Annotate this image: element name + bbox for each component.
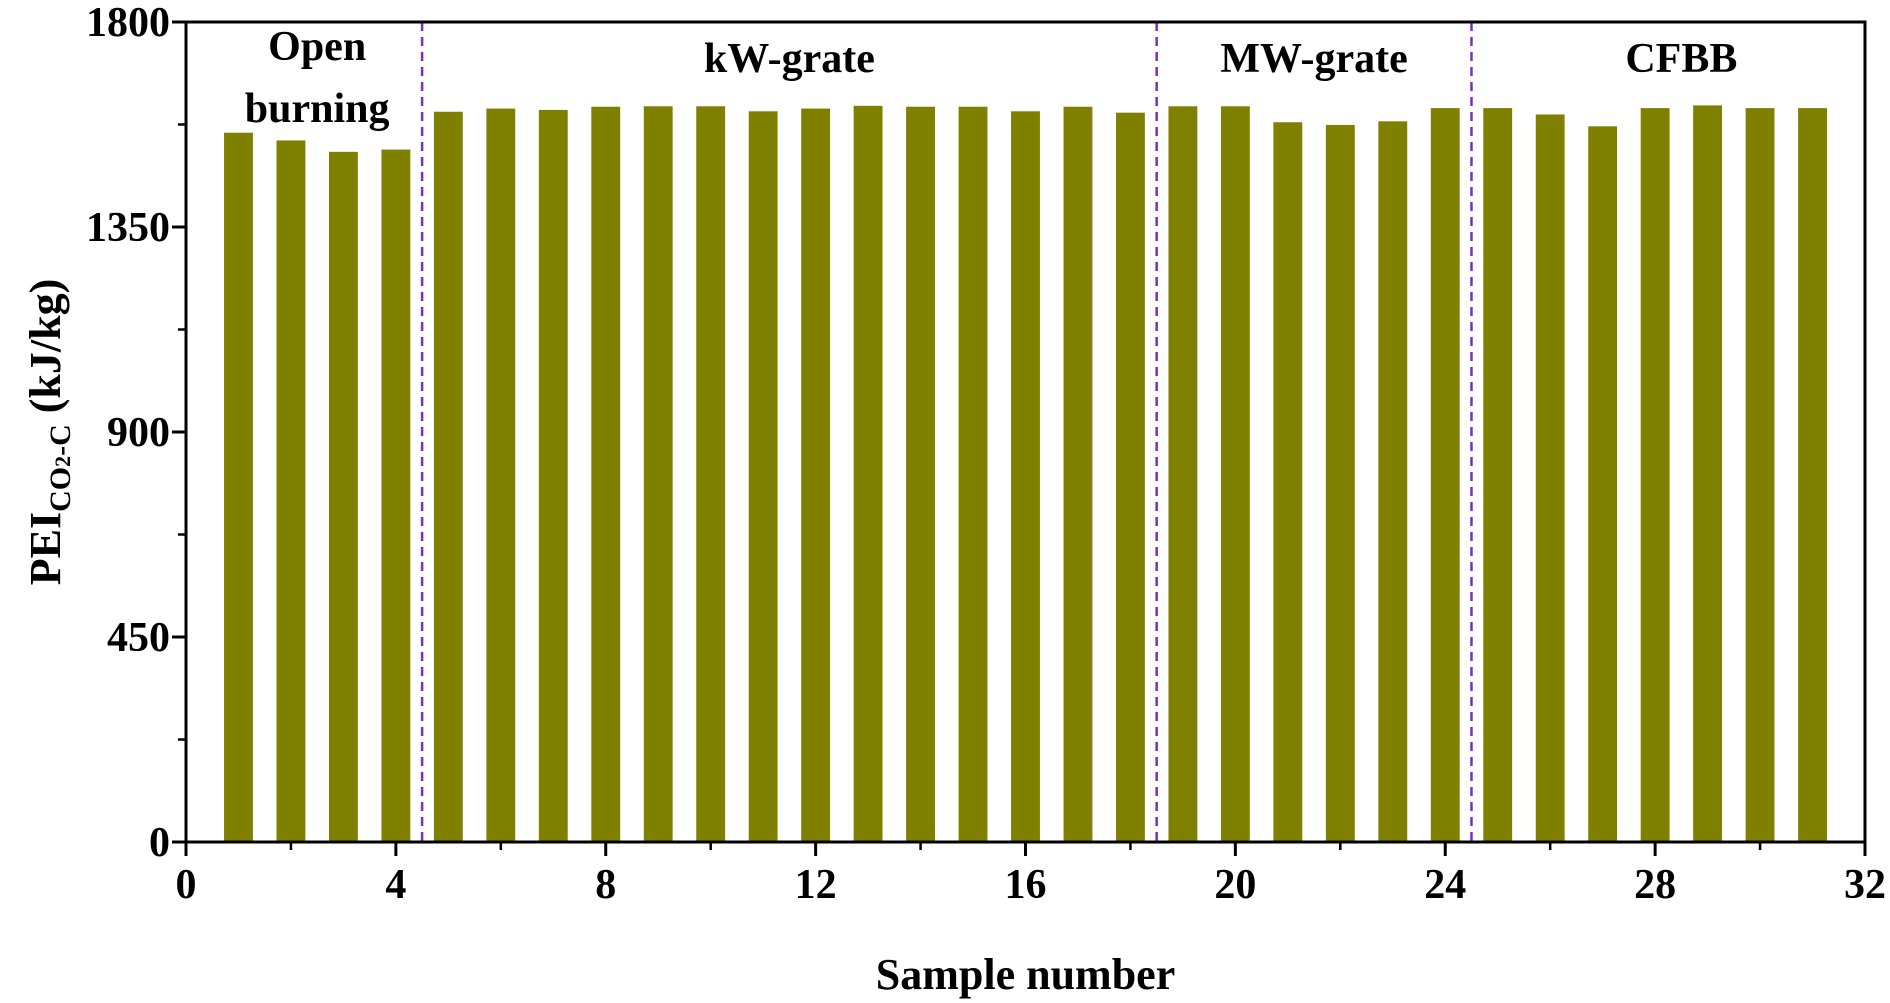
y-axis-title-sub-a: CO	[44, 467, 77, 512]
x-axis-title: Sample number	[876, 950, 1175, 999]
bar-sample-6	[486, 108, 516, 842]
x-tick-label: 32	[1844, 862, 1886, 908]
bar-sample-26	[1535, 114, 1565, 843]
y-tick-label: 900	[107, 410, 170, 456]
x-tick-label: 4	[385, 862, 406, 908]
bar-sample-15	[958, 106, 988, 843]
y-axis-title: PEICO2-C (kJ/kg)	[21, 279, 77, 586]
bar-sample-17	[1063, 106, 1093, 843]
bar-sample-23	[1378, 121, 1408, 842]
bar-sample-8	[591, 106, 621, 843]
bar-sample-12	[801, 108, 831, 842]
bar-sample-11	[748, 111, 778, 843]
bar-sample-20	[1220, 106, 1250, 842]
x-tick-label: 8	[595, 862, 616, 908]
bar-sample-2	[276, 140, 306, 842]
bar-sample-29	[1693, 105, 1723, 843]
y-tick-label: 450	[107, 615, 170, 661]
bar-sample-7	[538, 109, 568, 843]
y-axis-title-sub-c: -C	[44, 424, 77, 456]
bar-sample-18	[1116, 112, 1145, 842]
region-label: kW-grate	[704, 36, 875, 82]
y-axis-title-sub-b: 2	[50, 456, 75, 467]
bar-sample-28	[1640, 108, 1670, 843]
bar-sample-10	[696, 106, 726, 842]
bar-sample-13	[853, 105, 883, 842]
x-tick-label: 12	[795, 862, 837, 908]
bar-sample-22	[1325, 124, 1355, 842]
y-tick-label: 0	[149, 820, 170, 866]
bar-sample-19	[1168, 106, 1198, 842]
bar-sample-27	[1588, 126, 1618, 842]
bar-sample-4	[381, 149, 411, 842]
dividers-group	[420, 22, 1473, 842]
y-tick-label: 1350	[86, 205, 170, 251]
x-tick-label: 0	[176, 862, 197, 908]
region-label: MW-grate	[1220, 36, 1407, 82]
bar-sample-31	[1798, 108, 1827, 843]
bar-sample-1	[224, 132, 253, 842]
bar-sample-16	[1011, 111, 1040, 843]
region-label: CFBB	[1625, 36, 1737, 82]
x-tick-label: 16	[1005, 862, 1047, 908]
bar-sample-24	[1430, 108, 1460, 843]
region-labels-group: Open burning kW-grate MW-grate CFBB	[245, 24, 1738, 132]
bar-sample-14	[906, 106, 935, 843]
region-label: burning	[245, 86, 390, 132]
x-tick-label: 20	[1214, 862, 1256, 908]
y-tick-label: 1800	[86, 0, 170, 46]
bar-sample-9	[643, 106, 673, 842]
ticks-group: 0 4 8 12 16 20 24 28 32 0 450 900 1350 1800	[86, 0, 1886, 908]
bar-sample-5	[433, 111, 463, 843]
bar-sample-21	[1273, 122, 1303, 843]
region-label: Open	[268, 24, 366, 70]
y-axis-title-unit: (kJ/kg)	[21, 279, 70, 424]
x-tick-label: 28	[1634, 862, 1676, 908]
bar-sample-3	[328, 151, 358, 842]
x-tick-label: 24	[1424, 862, 1466, 908]
bar-sample-25	[1483, 108, 1513, 843]
bars-group	[224, 105, 1827, 843]
y-axis-title-prefix: PEI	[21, 512, 70, 585]
bar-sample-30	[1745, 108, 1775, 843]
